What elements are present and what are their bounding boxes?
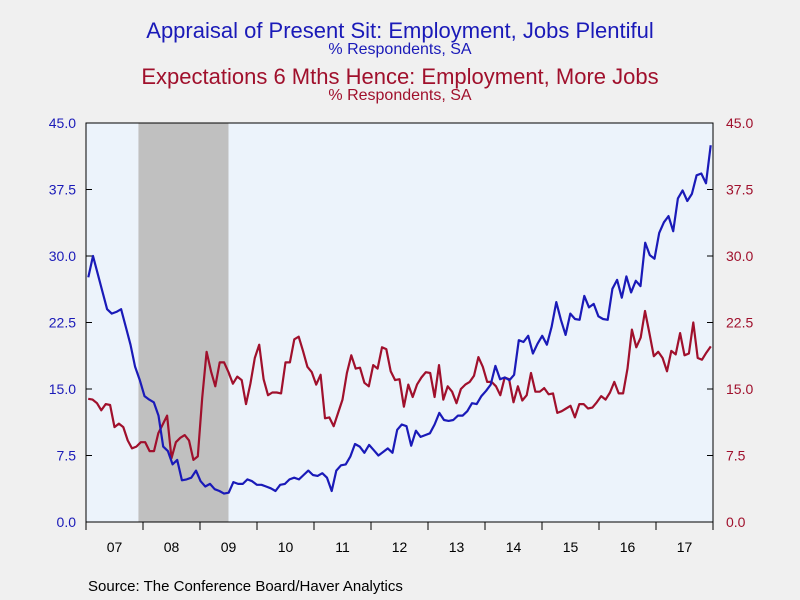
left-axis-tick-label: 22.5	[49, 315, 76, 331]
x-axis-tick-label: 12	[392, 539, 408, 555]
left-axis-tick-label: 45.0	[49, 115, 76, 131]
right-axis-tick-label: 22.5	[726, 315, 753, 331]
x-axis-tick-label: 07	[107, 539, 123, 555]
left-axis-tick-label: 37.5	[49, 182, 76, 198]
source-note: Source: The Conference Board/Haver Analy…	[88, 578, 403, 595]
right-axis-tick-label: 37.5	[726, 182, 753, 198]
x-axis-tick-label: 08	[164, 539, 180, 555]
right-axis-tick-label: 7.5	[726, 448, 746, 464]
left-axis-tick-label: 7.5	[57, 448, 77, 464]
x-axis-tick-label: 13	[449, 539, 465, 555]
x-axis-tick-label: 11	[335, 539, 350, 555]
x-axis-tick-label: 17	[677, 539, 693, 555]
right-axis-tick-label: 0.0	[726, 514, 746, 530]
chart-subtitle-2: % Respondents, SA	[328, 87, 472, 104]
x-axis-tick-label: 15	[563, 539, 579, 555]
chart-title-1: Appraisal of Present Sit: Employment, Jo…	[146, 18, 654, 43]
x-axis-tick-label: 10	[278, 539, 294, 555]
right-axis-tick-label: 45.0	[726, 115, 753, 131]
right-axis-tick-label: 30.0	[726, 248, 753, 264]
left-axis-tick-label: 30.0	[49, 248, 76, 264]
chart-subtitle-1: % Respondents, SA	[328, 41, 472, 58]
chart-title-2: Expectations 6 Mths Hence: Employment, M…	[141, 64, 659, 89]
left-axis-tick-label: 0.0	[57, 514, 77, 530]
x-axis-tick-label: 16	[620, 539, 636, 555]
more-jobs-line	[88, 309, 712, 461]
x-axis-tick-label: 09	[221, 539, 237, 555]
jobs-plentiful-line	[87, 145, 712, 495]
x-axis-tick-label: 14	[506, 539, 522, 555]
recession-shading	[138, 123, 229, 522]
left-axis-tick-label: 15.0	[49, 381, 76, 397]
right-axis-tick-label: 15.0	[726, 381, 753, 397]
